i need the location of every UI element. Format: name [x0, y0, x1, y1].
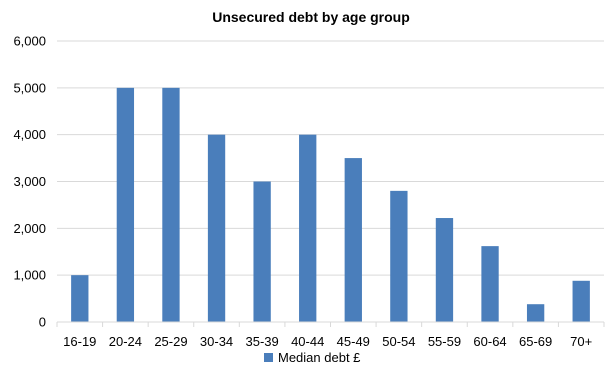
- legend: Median debt £: [264, 350, 361, 365]
- bar: [344, 158, 362, 322]
- bar-series: [71, 87, 590, 322]
- x-tick-label: 50-54: [382, 334, 415, 349]
- bar: [390, 190, 408, 322]
- x-tick-label: 25-29: [154, 334, 187, 349]
- bar: [435, 218, 454, 322]
- y-tick-label: 4,000: [13, 127, 46, 142]
- bar: [526, 304, 545, 322]
- bar: [253, 181, 271, 322]
- bar: [162, 87, 180, 322]
- x-tick-label: 16-19: [63, 334, 96, 349]
- x-tick-label: 20-24: [109, 334, 142, 349]
- y-tick-label: 2,000: [13, 221, 46, 236]
- bar: [71, 275, 89, 322]
- chart-title: Unsecured debt by age group: [212, 9, 410, 25]
- x-tick-label: 35-39: [246, 334, 279, 349]
- y-axis-tick-labels: 0 1,000 2,000 3,000 4,000 5,000 6,000: [13, 34, 46, 330]
- y-tick-label: 3,000: [13, 174, 46, 189]
- x-axis: [56, 321, 605, 327]
- y-tick-label: 1,000: [13, 268, 46, 283]
- y-tick-label: 0: [39, 315, 46, 330]
- x-tick-label: 40-44: [291, 334, 324, 349]
- x-tick-label: 45-49: [337, 334, 370, 349]
- bar: [572, 280, 590, 322]
- legend-label: Median debt £: [278, 350, 361, 365]
- x-tick-label: 60-64: [473, 334, 506, 349]
- x-tick-label: 30-34: [200, 334, 233, 349]
- gridlines: [57, 40, 604, 276]
- bar: [481, 246, 499, 322]
- bar: [299, 134, 317, 322]
- y-tick-label: 5,000: [13, 80, 46, 95]
- x-axis-tick-labels: 16-19 20-24 25-29 30-34 35-39 40-44 45-49 50-54…: [63, 334, 592, 349]
- legend-swatch: [264, 353, 273, 362]
- bar: [116, 87, 135, 322]
- y-tick-label: 6,000: [13, 34, 46, 49]
- x-tick-label: 65-69: [519, 334, 552, 349]
- bar: [207, 134, 226, 322]
- x-tick-label: 70+: [570, 334, 592, 349]
- x-tick-label: 55-59: [428, 334, 461, 349]
